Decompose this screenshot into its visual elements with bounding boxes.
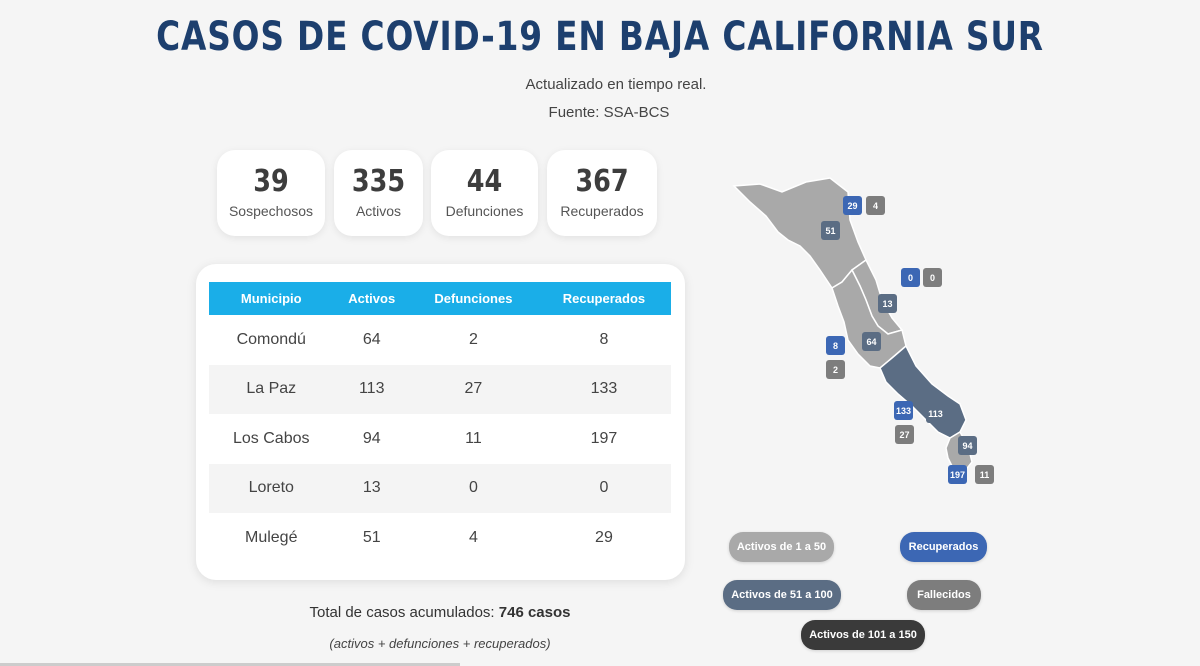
table-cell: 0 xyxy=(536,463,671,513)
table-header-row: Municipio Activos Defunciones Recuperado… xyxy=(209,282,671,315)
stat-value: 44 xyxy=(466,164,503,199)
table-row: Comondú 64 2 8 xyxy=(209,315,671,365)
table-row: Loreto 13 0 0 xyxy=(209,463,671,513)
region-mulege[interactable] xyxy=(732,177,867,290)
stat-label: Activos xyxy=(355,203,402,219)
total-cases: Total de casos acumulados: 746 casos xyxy=(280,604,600,621)
column-header: Activos xyxy=(333,282,410,315)
table-cell: 51 xyxy=(362,528,381,546)
scrollbar[interactable] xyxy=(0,663,460,666)
total-note: (activos + defunciones + recuperados) xyxy=(329,636,551,651)
stat-card-activos: 335 Activos xyxy=(334,150,423,236)
badge-mulege-fallecidos[interactable]: 4 xyxy=(866,196,885,215)
stat-label: Defunciones xyxy=(445,203,524,219)
total-label: Total de casos acumulados: xyxy=(309,604,495,621)
table-cell: 4 xyxy=(468,528,478,546)
table-row: Los Cabos 94 11 197 xyxy=(209,414,671,464)
table-cell: 13 xyxy=(333,463,410,513)
total-value: 746 casos xyxy=(498,604,571,621)
legend-recuperados[interactable]: Recuperados xyxy=(900,532,987,562)
legend-activos-101-150[interactable]: Activos de 101 a 150 xyxy=(801,620,925,650)
stat-value: 335 xyxy=(351,164,406,199)
stat-card-recuperados: 367 Recuperados xyxy=(547,150,657,236)
badge-loreto-fallecidos[interactable]: 0 xyxy=(923,268,942,287)
badge-mulege-recuperados[interactable]: 29 xyxy=(843,196,862,215)
stat-value: 39 xyxy=(253,164,289,199)
table-cell: 2 xyxy=(468,330,478,348)
data-source: Fuente: SSA-BCS xyxy=(548,104,670,121)
region-comondu[interactable] xyxy=(831,268,907,369)
table-cell: 0 xyxy=(409,463,537,513)
page-title: CASOS DE COVID-19 EN BAJA CALIFORNIA SUR xyxy=(156,14,1044,60)
table-cell: 94 xyxy=(362,429,381,447)
badge-loreto-recuperados[interactable]: 0 xyxy=(901,268,920,287)
table-cell: 64 xyxy=(362,330,381,348)
table-cell: 11 xyxy=(465,429,482,447)
column-header: Municipio xyxy=(209,282,334,315)
badge-la-paz-fallecidos[interactable]: 27 xyxy=(895,425,914,444)
table-cell: Mulegé xyxy=(245,528,298,546)
table-row: La Paz 113 27 133 xyxy=(209,364,671,414)
table-row: Mulegé 51 4 29 xyxy=(209,513,671,563)
stat-label: Recuperados xyxy=(560,203,644,219)
legend-activos-1-50[interactable]: Activos de 1 a 50 xyxy=(729,532,834,562)
badge-mulege-activos[interactable]: 51 xyxy=(821,221,840,240)
table-cell: Loreto xyxy=(209,463,334,513)
table-cell: Comondú xyxy=(236,330,306,348)
table-cell: 113 xyxy=(333,364,410,414)
stat-card-defunciones: 44 Defunciones xyxy=(431,150,538,236)
bcs-map: 29 4 51 0 0 13 8 64 2 133 113 27 94 197 … xyxy=(720,170,1010,490)
table-cell: 8 xyxy=(599,330,609,348)
column-header: Defunciones xyxy=(409,282,537,315)
municipios-table-card: Municipio Activos Defunciones Recuperado… xyxy=(196,264,685,580)
table-cell: La Paz xyxy=(209,364,334,414)
badge-comondu-recuperados[interactable]: 8 xyxy=(826,336,845,355)
badge-los-cabos-recuperados[interactable]: 197 xyxy=(948,465,967,484)
table-cell: 27 xyxy=(409,364,537,414)
badge-la-paz-activos[interactable]: 113 xyxy=(926,404,945,423)
municipios-table: Municipio Activos Defunciones Recuperado… xyxy=(209,282,671,563)
badge-los-cabos-activos[interactable]: 94 xyxy=(958,436,977,455)
region-la-paz[interactable] xyxy=(879,344,967,439)
stat-label: Sospechosos xyxy=(228,203,314,219)
badge-la-paz-recuperados[interactable]: 133 xyxy=(894,401,913,420)
table-cell: 197 xyxy=(590,429,618,447)
table-cell: 29 xyxy=(595,528,613,546)
bcs-map-shape xyxy=(732,177,973,473)
update-note: Actualizado en tiempo real. xyxy=(525,76,707,93)
badge-loreto-activos[interactable]: 13 xyxy=(878,294,897,313)
badge-los-cabos-fallecidos[interactable]: 11 xyxy=(975,465,994,484)
legend-activos-51-100[interactable]: Activos de 51 a 100 xyxy=(723,580,841,610)
stat-card-sospechosos: 39 Sospechosos xyxy=(217,150,325,236)
table-cell: 133 xyxy=(536,364,671,414)
column-header: Recuperados xyxy=(536,282,671,315)
stat-value: 367 xyxy=(575,164,629,199)
badge-comondu-fallecidos[interactable]: 2 xyxy=(826,360,845,379)
legend-fallecidos[interactable]: Fallecidos xyxy=(907,580,981,610)
badge-comondu-activos[interactable]: 64 xyxy=(862,332,881,351)
table-cell: Los Cabos xyxy=(233,429,310,447)
